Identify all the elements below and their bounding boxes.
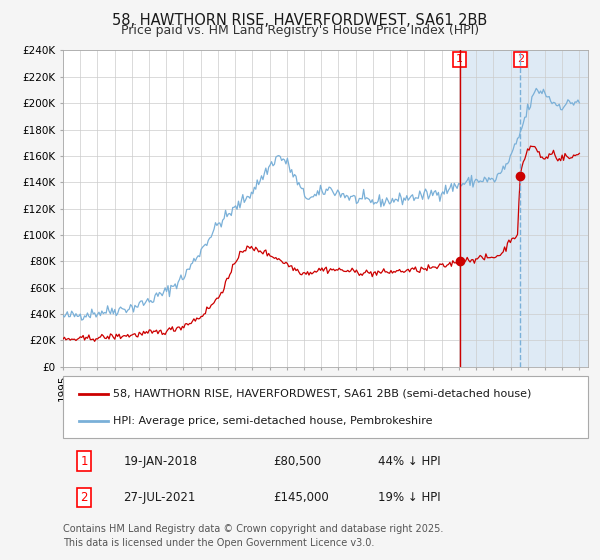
Text: 58, HAWTHORN RISE, HAVERFORDWEST, SA61 2BB: 58, HAWTHORN RISE, HAVERFORDWEST, SA61 2… <box>112 13 488 28</box>
Text: 27-JUL-2021: 27-JUL-2021 <box>124 491 196 504</box>
FancyBboxPatch shape <box>63 376 588 438</box>
Text: 19% ↓ HPI: 19% ↓ HPI <box>378 491 440 504</box>
Text: Price paid vs. HM Land Registry's House Price Index (HPI): Price paid vs. HM Land Registry's House … <box>121 24 479 37</box>
Text: Contains HM Land Registry data © Crown copyright and database right 2025.
This d: Contains HM Land Registry data © Crown c… <box>63 524 443 548</box>
Text: 58, HAWTHORN RISE, HAVERFORDWEST, SA61 2BB (semi-detached house): 58, HAWTHORN RISE, HAVERFORDWEST, SA61 2… <box>113 389 531 399</box>
Text: 19-JAN-2018: 19-JAN-2018 <box>124 455 197 468</box>
Text: 2: 2 <box>517 54 524 64</box>
Text: 2: 2 <box>80 491 88 504</box>
Text: HPI: Average price, semi-detached house, Pembrokeshire: HPI: Average price, semi-detached house,… <box>113 416 433 426</box>
Text: 1: 1 <box>80 455 88 468</box>
Text: £80,500: £80,500 <box>273 455 321 468</box>
Text: £145,000: £145,000 <box>273 491 329 504</box>
Bar <box>460 50 600 367</box>
Text: 1: 1 <box>456 54 463 64</box>
Text: 44% ↓ HPI: 44% ↓ HPI <box>378 455 440 468</box>
